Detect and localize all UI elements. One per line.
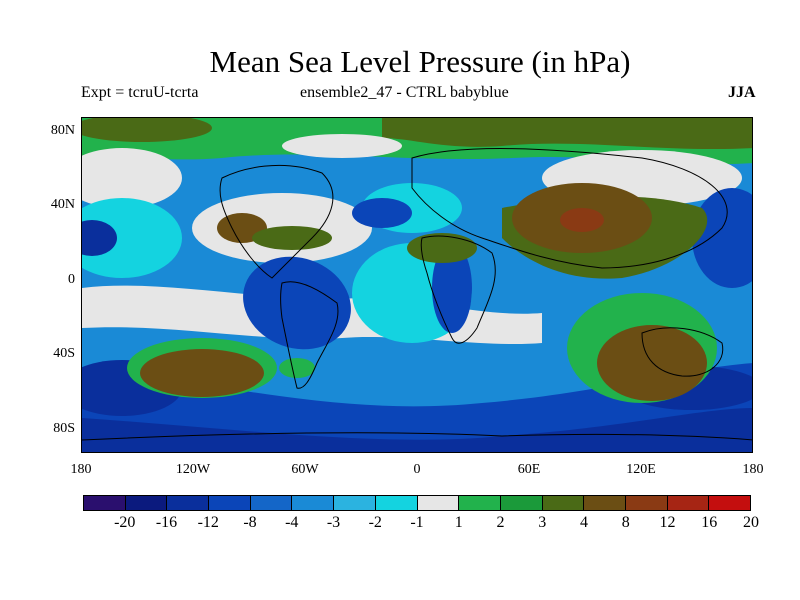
north-atlantic-deep: [352, 198, 412, 228]
colorbar-swatch: [417, 496, 460, 510]
north-pacific-neutral: [82, 148, 182, 208]
colorbar-tick-label: 16: [701, 514, 718, 531]
colorbar-swatch: [84, 496, 126, 510]
latitude-label: 40S: [53, 346, 75, 361]
coast-australia: [641, 327, 724, 377]
colorbar-swatch: [167, 496, 210, 510]
colorbar-tick-label: 12: [659, 514, 676, 531]
longitude-label: 180: [742, 462, 764, 477]
colorbar-swatch: [125, 496, 168, 510]
longitude-label: 180: [70, 462, 92, 477]
coast-eurasia: [411, 148, 728, 269]
map-title: Mean Sea Level Pressure (in hPa): [209, 44, 631, 79]
pressure-map: [81, 117, 753, 453]
colorbar: [83, 495, 751, 511]
latitude-label: 80S: [53, 421, 75, 436]
europe-positive: [407, 233, 477, 263]
colorbar-tick-label: -12: [197, 514, 219, 531]
arctic-neutral-patch: [282, 134, 402, 158]
mid-atlantic-positive: [252, 226, 332, 250]
pacific-deep-east: [692, 188, 752, 288]
antarctic-negative: [82, 408, 752, 452]
south-africa-negative: [432, 243, 472, 333]
longitude-label: 60W: [291, 462, 319, 477]
colorbar-tick-label: -16: [155, 514, 178, 531]
latitude-label: 80N: [50, 123, 75, 138]
colorbar-swatch: [709, 496, 750, 510]
colorbar-tick-label: -2: [368, 514, 382, 531]
coast-africa: [420, 235, 496, 344]
colorbar-swatch: [375, 496, 418, 510]
arctic-west-positive: [82, 118, 212, 142]
colorbar-swatch: [209, 496, 251, 510]
colorbar-tick-label: 20: [743, 514, 759, 531]
colorbar-tick-label: -3: [326, 514, 341, 531]
colorbar-swatch: [292, 496, 335, 510]
latitude-label: 40N: [50, 197, 75, 212]
colorbar-tick-label: 8: [621, 514, 630, 531]
colorbar-swatch: [500, 496, 543, 510]
colorbar-tick-label: 2: [496, 514, 505, 531]
colorbar-tick-label: 4: [580, 514, 588, 531]
colorbar-swatch: [584, 496, 626, 510]
experiment-label: Expt = tcruU-tcrta: [81, 84, 199, 101]
colorbar-swatch: [667, 496, 710, 510]
colorbar-swatch: [459, 496, 501, 510]
south-america-tip-positive: [279, 358, 315, 378]
longitude-label: 60E: [517, 462, 541, 477]
colorbar-swatch: [250, 496, 293, 510]
south-america-negative: [243, 256, 351, 350]
colorbar-tick-label: -20: [114, 514, 136, 531]
pressure-map-canvas: [82, 118, 752, 452]
indian-ocean-high: [597, 325, 707, 401]
coast-south-america: [280, 281, 339, 389]
longitude-label: 120E: [626, 462, 656, 477]
colorbar-tick-label: -1: [410, 514, 424, 531]
latitude-label: 0: [68, 272, 75, 287]
colorbar-swatch: [542, 496, 585, 510]
coast-antarctica: [82, 432, 752, 441]
arctic-strong: [382, 118, 752, 150]
coast-north-america: [219, 164, 334, 279]
pacific-deep-west: [82, 220, 117, 256]
pacific-negative-west: [82, 198, 182, 278]
colorbar-swatch: [334, 496, 376, 510]
south-pacific-high-core: [140, 349, 264, 397]
season-label: JJA: [728, 84, 756, 101]
tibet-max: [560, 208, 604, 232]
colorbar-swatch: [625, 496, 668, 510]
colorbar-tick-label: 1: [454, 514, 463, 531]
colorbar-tick-label: -8: [243, 514, 257, 531]
longitude-label: 0: [413, 462, 421, 477]
colorbar-tick-label: 3: [538, 514, 547, 531]
longitude-label: 120W: [175, 462, 211, 477]
ensemble-label: ensemble2_47 - CTRL babyblue: [300, 84, 509, 101]
colorbar-tick-label: -4: [285, 514, 299, 531]
